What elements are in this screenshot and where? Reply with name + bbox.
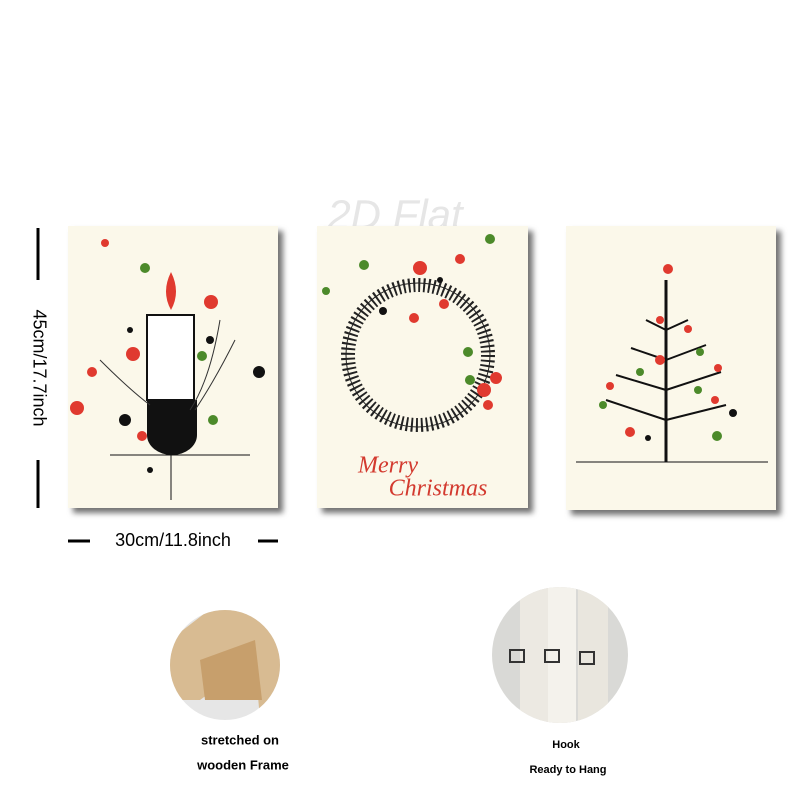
canvas-panel <box>566 226 776 510</box>
width-label: 30cm/11.8inch <box>115 530 231 550</box>
caption: stretched on <box>201 732 279 747</box>
canvas-panel: Merry Christmas <box>317 226 528 508</box>
greeting-line: Christmas <box>389 476 488 502</box>
caption: wooden Frame <box>196 757 289 772</box>
height-label: 45cm/17.7inch <box>29 309 49 426</box>
frame-detail: stretched on wooden Frame <box>170 610 289 772</box>
caption: Hook <box>552 739 580 751</box>
canvas-panel <box>68 226 278 508</box>
height-indicator: 45cm/17.7inch <box>29 228 49 508</box>
width-indicator: 30cm/11.8inch <box>68 530 278 550</box>
caption: Ready to Hang <box>529 764 606 776</box>
hook-detail: Hook Ready to Hang <box>492 587 628 776</box>
greeting-line: Merry <box>357 453 418 479</box>
